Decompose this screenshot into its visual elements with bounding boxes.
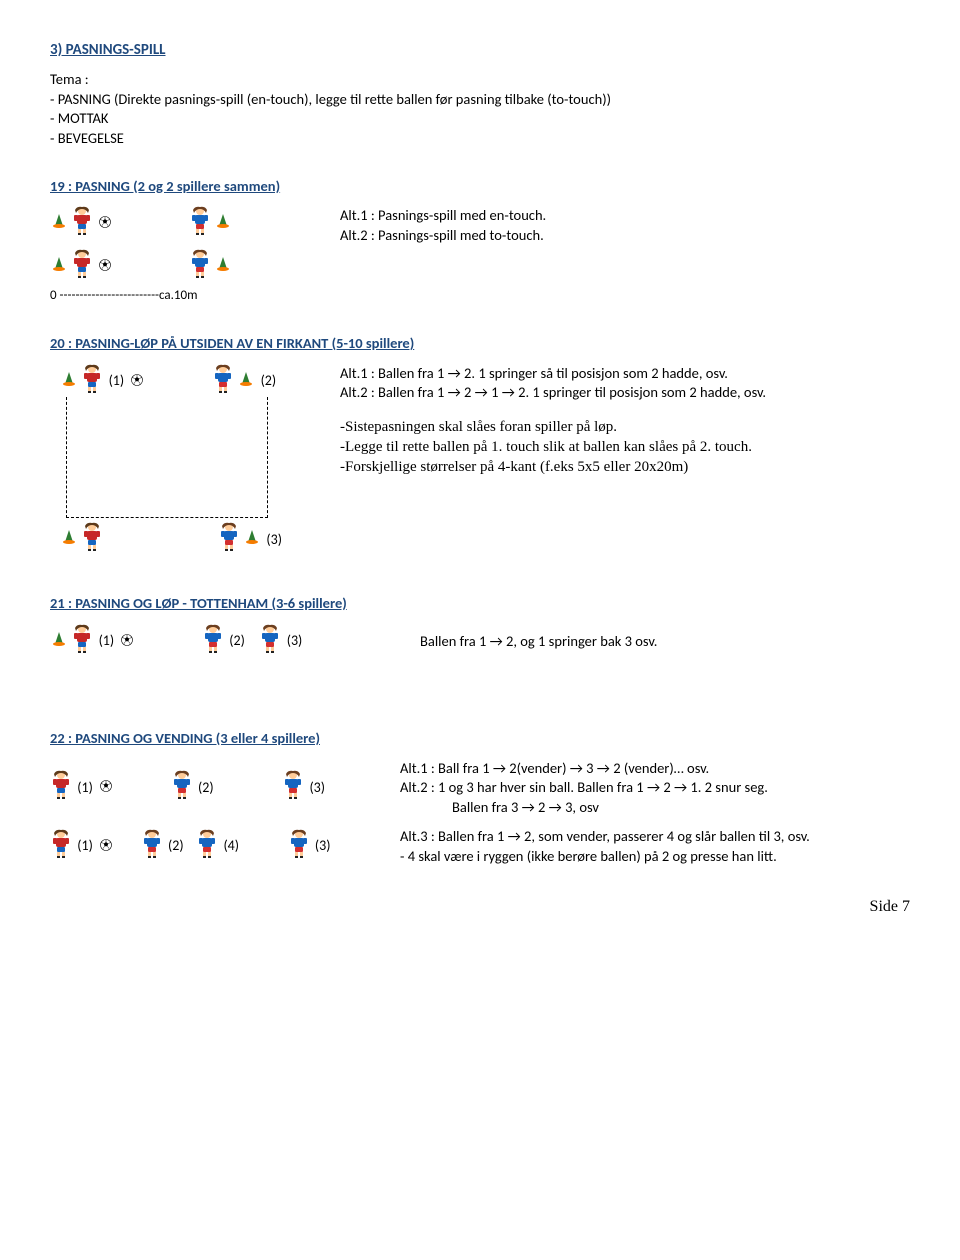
player-blue-icon (218, 522, 240, 558)
ball-icon (100, 778, 112, 798)
ex22-row1: (1) (2) (3) Alt.1 : Ball fra 1 → 2(vende… (50, 759, 910, 818)
tema-item: - BEVEGELSE (50, 129, 910, 149)
ex20-note: -Forskjellige størrelser på 4-kant (f.ek… (340, 457, 910, 477)
cone-icon (52, 631, 66, 653)
player-blue-icon (196, 829, 218, 865)
ex22-row2: (1) (2) (4) (3) Alt.3 : Ballen fra 1 → 2… (50, 827, 910, 866)
ex22-alt1: Alt.1 : Ball fra 1 → 2(vender) → 3 → 2 (… (400, 759, 910, 779)
cone-icon (216, 213, 230, 235)
ex19-alt2: Alt.2 : Pasnings-spill med to-touch. (340, 226, 910, 246)
cone-icon (52, 256, 66, 278)
ex22-alt3b: - 4 skal være i ryggen (ikke berøre ball… (400, 847, 910, 867)
player-red-icon (81, 522, 103, 558)
player-blue-icon (288, 829, 310, 865)
ball-icon (100, 837, 112, 857)
ball-icon (131, 372, 143, 392)
label-1: (1) (99, 632, 115, 651)
ball-icon (99, 257, 111, 277)
player-blue-icon (171, 770, 193, 806)
player-red-icon (71, 624, 93, 660)
label-1: (1) (77, 779, 93, 798)
ball-icon (99, 214, 111, 234)
tema-item: - PASNING (Direkte pasnings-spill (en-to… (50, 90, 910, 110)
ex20-note: -Legge til rette ballen på 1. touch slik… (340, 437, 910, 457)
tema-label: Tema : (50, 70, 910, 90)
ball-icon (121, 632, 133, 652)
label-2: (2) (261, 372, 277, 391)
ex22-alt2b: Ballen fra 3 → 2 → 3, osv (452, 798, 910, 818)
ex20-heading: 20 : PASNING-LØP PÅ UTSIDEN AV EN FIRKAN… (50, 334, 910, 354)
cone-icon (245, 529, 259, 551)
ex19-row1: Alt.1 : Pasnings-spill med en-touch. Alt… (50, 206, 910, 245)
player-red-icon (71, 206, 93, 242)
player-blue-icon (141, 829, 163, 865)
label-2: (2) (198, 779, 214, 798)
player-red-icon (71, 249, 93, 285)
ex19-heading: 19 : PASNING (2 og 2 spillere sammen) (50, 177, 910, 197)
label-2: (2) (229, 632, 245, 651)
label-4: (4) (223, 837, 239, 856)
label-3: (3) (315, 837, 331, 856)
cone-icon (239, 371, 253, 393)
player-blue-icon (212, 364, 234, 400)
ex21-text: Ballen fra 1 → 2, og 1 springer bak 3 os… (420, 632, 910, 652)
player-red-icon (81, 364, 103, 400)
label-1: (1) (77, 837, 93, 856)
label-3: (3) (309, 779, 325, 798)
label-1: (1) (109, 372, 125, 391)
tema-block: Tema : - PASNING (Direkte pasnings-spill… (50, 70, 910, 148)
tema-item: - MOTTAK (50, 109, 910, 129)
player-blue-icon (282, 770, 304, 806)
player-blue-icon (189, 249, 211, 285)
player-red-icon (50, 770, 72, 806)
ex20-alt1: Alt.1 : Ballen fra 1 → 2. 1 springer så … (340, 364, 910, 384)
ex20-note: -Sistepasningen skal slåes foran spiller… (340, 417, 910, 437)
player-blue-icon (202, 624, 224, 660)
cone-icon (62, 529, 76, 551)
ex21-heading: 21 : PASNING OG LØP - TOTTENHAM (3-6 spi… (50, 594, 910, 614)
ex19-row2 (50, 249, 910, 285)
ex22-alt3: Alt.3 : Ballen fra 1 → 2, som vender, pa… (400, 827, 910, 847)
ex19-scale: 0 -------------------------ca.10m (50, 287, 910, 305)
ex20-body: (1) (2) (3) Alt.1 : Ballen fra 1 → 2. 1 … (50, 364, 910, 558)
ex21-body: (1) (2) (3) Ballen fra 1 → 2, og 1 sprin… (50, 624, 910, 660)
cone-icon (216, 256, 230, 278)
player-blue-icon (259, 624, 281, 660)
player-blue-icon (189, 206, 211, 242)
label-3: (3) (287, 632, 303, 651)
cone-icon (62, 371, 76, 393)
ex22-heading: 22 : PASNING OG VENDING (3 eller 4 spill… (50, 729, 910, 749)
ex19-alt1: Alt.1 : Pasnings-spill med en-touch. (340, 206, 910, 226)
ex22-alt2: Alt.2 : 1 og 3 har hver sin ball. Ballen… (400, 778, 910, 798)
page-footer: Side 7 (50, 896, 910, 918)
label-3: (3) (266, 531, 282, 550)
player-red-icon (50, 829, 72, 865)
section-heading: 3) PASNINGS-SPILL (50, 40, 910, 60)
cone-icon (52, 213, 66, 235)
ex20-alt2: Alt.2 : Ballen fra 1 → 2 → 1 → 2. 1 spri… (340, 383, 910, 403)
label-2: (2) (168, 837, 184, 856)
